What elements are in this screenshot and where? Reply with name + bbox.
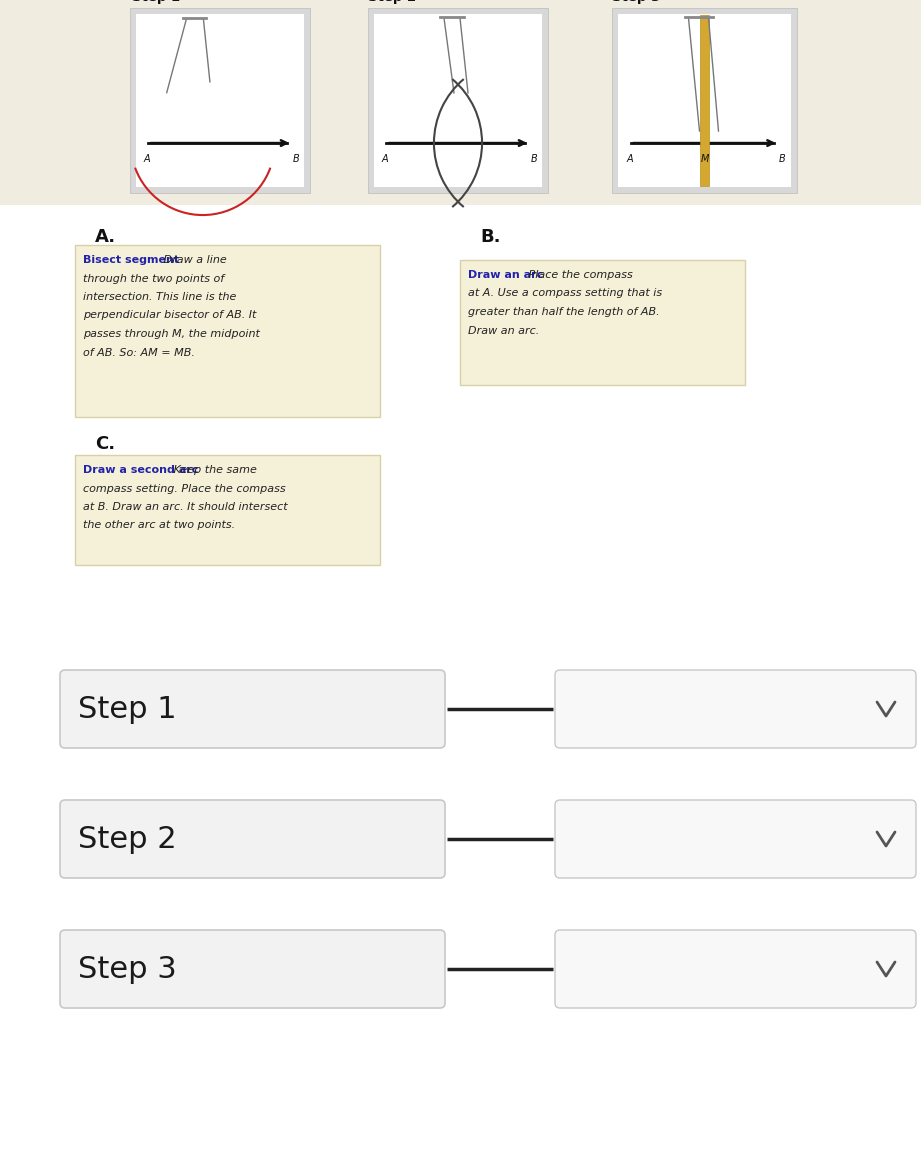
FancyBboxPatch shape — [555, 931, 916, 1008]
Text: A: A — [381, 154, 389, 164]
Text: the other arc at two points.: the other arc at two points. — [83, 520, 235, 531]
Text: Draw a second arc: Draw a second arc — [83, 465, 198, 475]
Text: Step 1: Step 1 — [132, 0, 181, 4]
Bar — [368, 8, 548, 193]
Text: A: A — [626, 154, 633, 164]
FancyBboxPatch shape — [60, 931, 445, 1008]
Text: Draw an arc: Draw an arc — [468, 270, 543, 281]
FancyBboxPatch shape — [555, 800, 916, 878]
Text: compass setting. Place the compass: compass setting. Place the compass — [83, 484, 286, 493]
Text: Step 2: Step 2 — [78, 824, 177, 853]
Bar — [612, 8, 797, 193]
Bar — [460, 260, 745, 385]
Bar — [75, 245, 380, 417]
Text: Bisect segment: Bisect segment — [83, 255, 179, 265]
Text: Place the compass: Place the compass — [525, 270, 633, 281]
Text: Draw a line: Draw a line — [160, 255, 227, 265]
Text: Keep the same: Keep the same — [170, 465, 257, 475]
Text: Step 3: Step 3 — [78, 955, 177, 983]
Text: M: M — [700, 154, 708, 164]
Bar — [374, 14, 542, 187]
Text: through the two points of: through the two points of — [83, 274, 224, 284]
Text: C.: C. — [95, 435, 115, 454]
Text: perpendicular bisector of AB. It: perpendicular bisector of AB. It — [83, 311, 256, 320]
Text: intersection. This line is the: intersection. This line is the — [83, 292, 237, 302]
Text: B: B — [530, 154, 537, 164]
Text: of AB. So: AM = MB.: of AB. So: AM = MB. — [83, 347, 195, 358]
Text: B: B — [779, 154, 786, 164]
Text: B: B — [293, 154, 299, 164]
Text: Step 1: Step 1 — [78, 694, 177, 724]
Bar — [130, 8, 310, 193]
Text: at B. Draw an arc. It should intersect: at B. Draw an arc. It should intersect — [83, 502, 287, 512]
Bar — [136, 14, 304, 187]
Bar — [75, 455, 380, 565]
FancyBboxPatch shape — [555, 670, 916, 748]
Text: Step 2: Step 2 — [368, 0, 416, 4]
Text: Draw an arc.: Draw an arc. — [468, 325, 540, 336]
FancyBboxPatch shape — [60, 670, 445, 748]
Text: A: A — [144, 154, 150, 164]
Bar — [700, 15, 709, 186]
Bar — [618, 14, 791, 187]
Text: B.: B. — [480, 228, 500, 245]
FancyBboxPatch shape — [60, 800, 445, 878]
Text: Step 3: Step 3 — [612, 0, 660, 4]
Text: at A. Use a compass setting that is: at A. Use a compass setting that is — [468, 289, 662, 298]
Bar — [0, 0, 921, 205]
Text: passes through M, the midpoint: passes through M, the midpoint — [83, 328, 260, 339]
Text: A.: A. — [95, 228, 116, 245]
Bar — [0, 205, 921, 805]
Text: greater than half the length of AB.: greater than half the length of AB. — [468, 307, 659, 317]
